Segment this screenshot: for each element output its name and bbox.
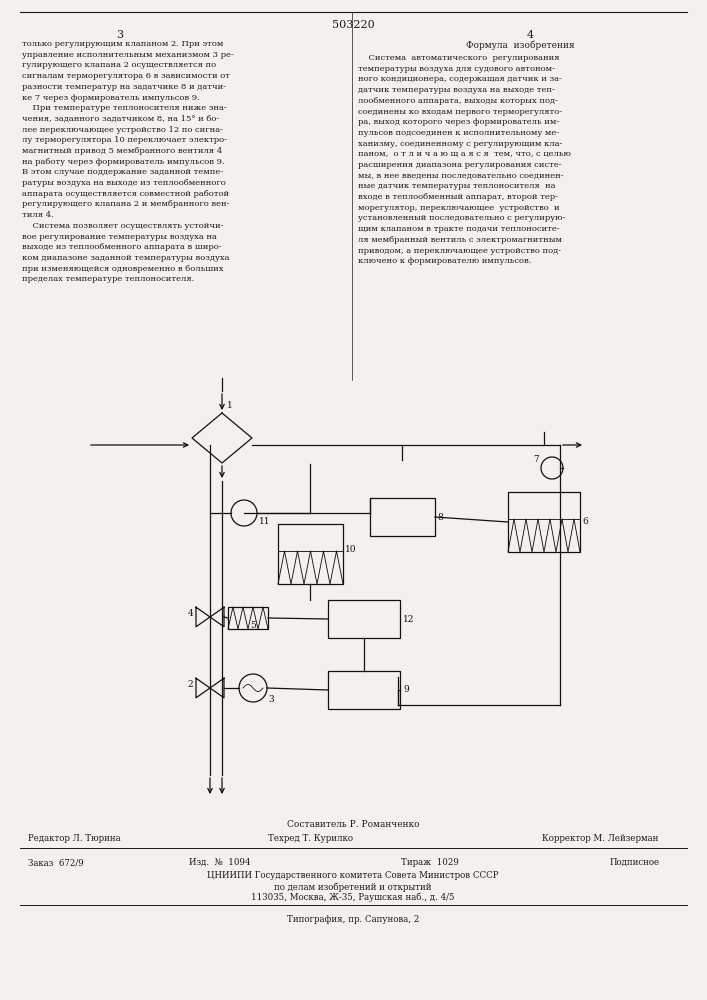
Text: 4: 4 (187, 609, 193, 618)
Text: Подписное: Подписное (610, 858, 660, 867)
Text: 8: 8 (437, 512, 443, 522)
Text: 3: 3 (117, 30, 124, 40)
Bar (370, 498, 435, 536)
Bar (228, 607, 268, 629)
Text: 12: 12 (403, 614, 414, 624)
Text: Заказ  672/9: Заказ 672/9 (28, 858, 83, 867)
Text: Составитель Р. Романченко: Составитель Р. Романченко (286, 820, 419, 829)
Text: 7: 7 (533, 455, 539, 464)
Text: 5: 5 (250, 621, 256, 630)
Bar (328, 600, 400, 638)
Text: по делам изобретений и открытий: по делам изобретений и открытий (274, 882, 432, 892)
Text: Изд.  №  1094: Изд. № 1094 (189, 858, 251, 867)
Text: Формула  изобретения: Формула изобретения (466, 40, 574, 49)
Text: 113035, Москва, Ж-35, Раушская наб., д. 4/5: 113035, Москва, Ж-35, Раушская наб., д. … (251, 893, 455, 902)
Text: 10: 10 (345, 544, 356, 554)
Text: 2: 2 (187, 680, 193, 689)
Text: 4: 4 (527, 30, 534, 40)
Bar (278, 524, 343, 584)
Text: 503220: 503220 (332, 20, 375, 30)
Text: Типография, пр. Сапунова, 2: Типография, пр. Сапунова, 2 (287, 915, 419, 924)
Text: Редактор Л. Тюрина: Редактор Л. Тюрина (28, 834, 121, 843)
Text: 11: 11 (259, 517, 271, 526)
Bar (328, 671, 400, 709)
Text: Тираж  1029: Тираж 1029 (401, 858, 459, 867)
Text: ЦНИИПИ Государственного комитета Совета Министров СССР: ЦНИИПИ Государственного комитета Совета … (207, 871, 498, 880)
Text: 1: 1 (227, 401, 233, 410)
Text: 3: 3 (268, 695, 274, 704)
Text: 6: 6 (582, 518, 588, 526)
Text: Система  автоматического  регулирования
температуры воздуха для судового автоном: Система автоматического регулирования те… (358, 54, 571, 265)
Text: Техред Т. Курилко: Техред Т. Курилко (267, 834, 353, 843)
Text: только регулирующим клапаном 2. При этом
управление исполнительным механизмом 3 : только регулирующим клапаном 2. При этом… (22, 40, 234, 283)
Text: 9: 9 (403, 686, 409, 694)
Bar (508, 492, 580, 552)
Text: Корректор М. Лейзерман: Корректор М. Лейзерман (542, 834, 658, 843)
